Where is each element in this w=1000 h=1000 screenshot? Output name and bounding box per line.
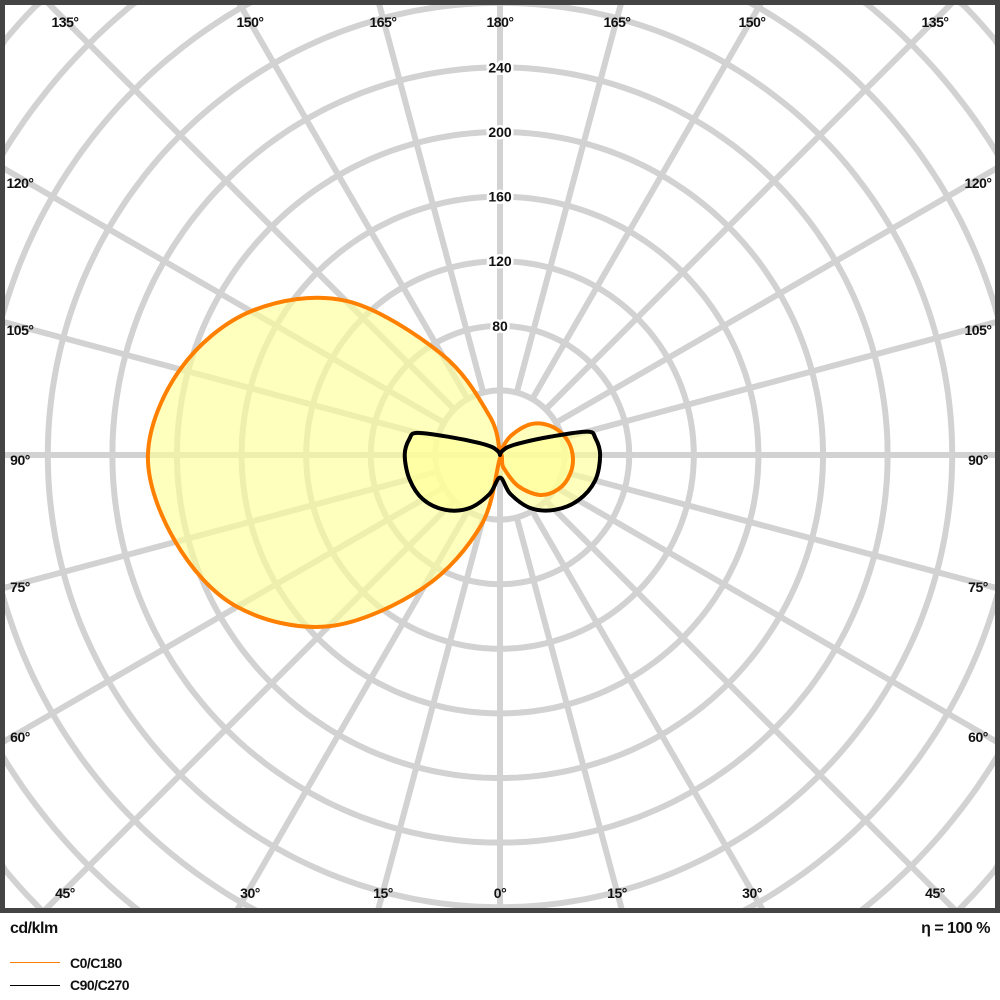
series-fill-c90-c270 xyxy=(404,431,601,511)
curves xyxy=(145,295,603,629)
grid-spoke xyxy=(554,484,995,745)
legend-swatch-c90-c270 xyxy=(10,985,60,986)
angle-label-bottom: 30° xyxy=(742,885,762,901)
grid-spoke xyxy=(529,5,764,401)
angle-label-top: 165° xyxy=(603,14,631,30)
angle-label-top: 135° xyxy=(51,14,79,30)
angle-label-top: 150° xyxy=(236,14,264,30)
angle-label-right: 105° xyxy=(964,322,992,338)
radial-tick-label: 160 xyxy=(488,189,512,205)
plot-frame xyxy=(0,0,1000,913)
radial-tick-label: 240 xyxy=(488,59,512,75)
angle-label-left: 75° xyxy=(10,579,30,595)
radial-tick-label: 200 xyxy=(488,124,512,140)
angle-label-top: 150° xyxy=(738,14,766,30)
grid-spoke xyxy=(513,516,625,908)
unit-label: cd/klm xyxy=(10,920,58,937)
radial-tick-labels: 80 120 160 200 240 xyxy=(486,57,515,336)
efficiency-label: η = 100 % xyxy=(921,920,990,937)
angle-label-left: 105° xyxy=(6,322,34,338)
angle-label-right: 75° xyxy=(968,579,988,595)
grid-spoke xyxy=(513,5,624,394)
angle-label-bottom: 45° xyxy=(55,885,75,901)
grid-spoke xyxy=(554,165,995,426)
grid-spoke xyxy=(529,509,766,908)
legend-label-c90-c270: C90/C270 xyxy=(70,977,130,993)
grid-spoke xyxy=(543,5,955,412)
legend-swatch-c0-c180 xyxy=(10,962,60,963)
angle-label-top: 180° xyxy=(486,14,514,30)
angle-label-bottom: 15° xyxy=(607,885,627,901)
grid-spoke xyxy=(236,5,471,401)
angle-label-left: 90° xyxy=(10,452,30,468)
angle-label-bottom: 30° xyxy=(240,885,260,901)
angle-label-top: 135° xyxy=(921,14,949,30)
angle-label-bottom: 0° xyxy=(493,885,507,901)
angle-label-top: 165° xyxy=(369,14,397,30)
legend-label-c0-c180: C0/C180 xyxy=(70,955,122,971)
angle-label-bottom: 45° xyxy=(925,885,945,901)
series-line-c90-c270 xyxy=(402,429,603,513)
grid-spoke xyxy=(376,5,487,394)
angle-label-right: 90° xyxy=(968,452,988,468)
radial-tick-label: 80 xyxy=(492,318,508,334)
series-line-c0-c180 xyxy=(145,295,575,629)
angle-label-left: 60° xyxy=(10,729,30,745)
angle-label-left: 120° xyxy=(6,175,34,191)
radial-tick-label: 120 xyxy=(488,253,512,269)
angle-label-right: 120° xyxy=(964,175,992,191)
angle-label-bottom: 15° xyxy=(373,885,393,901)
angle-label-right: 60° xyxy=(968,729,988,745)
grid-spoke xyxy=(561,319,995,442)
grid-spoke xyxy=(375,516,487,908)
polar-chart: 80 120 160 200 240 xyxy=(0,0,1000,913)
grid-spoke xyxy=(543,498,958,908)
grid-spoke xyxy=(561,468,995,591)
